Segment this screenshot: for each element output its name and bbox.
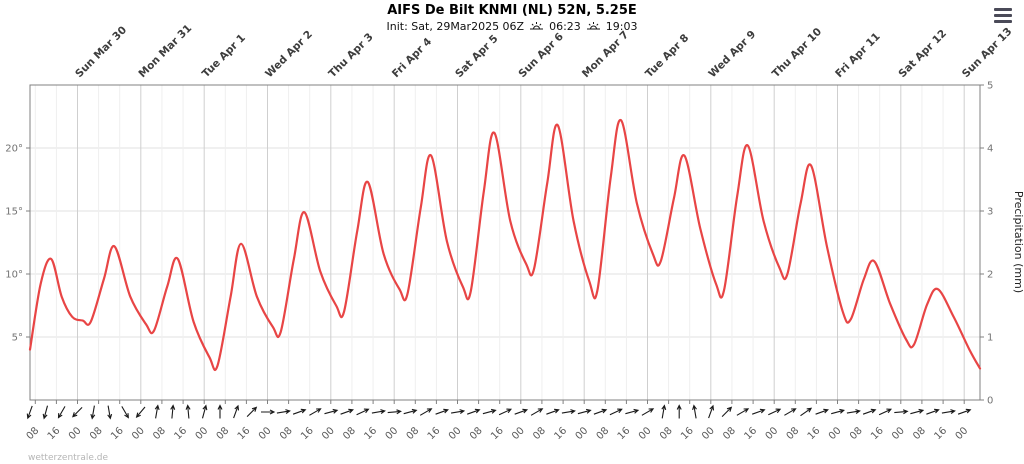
svg-text:16: 16 (742, 425, 759, 442)
menu-icon[interactable] (994, 8, 1012, 26)
watermark: wetterzentrale.de (28, 453, 109, 463)
svg-text:00: 00 (954, 425, 971, 442)
svg-text:00: 00 (447, 425, 464, 442)
svg-text:00: 00 (130, 425, 147, 442)
svg-text:15°: 15° (5, 207, 23, 218)
svg-text:5: 5 (987, 81, 993, 92)
svg-text:1: 1 (987, 333, 993, 344)
svg-text:10°: 10° (5, 270, 23, 281)
svg-text:Sat Apr 12: Sat Apr 12 (896, 27, 949, 80)
svg-text:Fri Apr 11: Fri Apr 11 (833, 31, 883, 81)
svg-text:08: 08 (911, 425, 928, 442)
svg-text:Sat Apr 5: Sat Apr 5 (453, 33, 500, 80)
plot-border (29, 84, 981, 401)
temp-axis-labels: 5° 10° 15° 20° (5, 144, 30, 344)
svg-text:00: 00 (637, 425, 654, 442)
svg-text:08: 08 (88, 425, 105, 442)
svg-text:08: 08 (405, 425, 422, 442)
svg-text:16: 16 (172, 425, 189, 442)
svg-text:00: 00 (574, 425, 591, 442)
svg-text:08: 08 (595, 425, 612, 442)
svg-text:08: 08 (215, 425, 232, 442)
svg-text:Mon Mar 31: Mon Mar 31 (136, 22, 194, 80)
svg-text:Mon Apr 7: Mon Apr 7 (580, 29, 631, 80)
svg-text:00: 00 (67, 425, 84, 442)
svg-text:00: 00 (890, 425, 907, 442)
svg-text:Sun Apr 6: Sun Apr 6 (516, 31, 565, 80)
svg-text:08: 08 (468, 425, 485, 442)
svg-text:00: 00 (700, 425, 717, 442)
svg-text:16: 16 (426, 425, 443, 442)
svg-text:Sun Apr 13: Sun Apr 13 (960, 25, 1015, 80)
day-labels: Sun Mar 30 Mon Mar 31 Tue Apr 1 Wed Apr 2 Th… (73, 22, 1014, 80)
svg-text:00: 00 (764, 425, 781, 442)
svg-text:00: 00 (510, 425, 527, 442)
svg-text:16: 16 (299, 425, 316, 442)
svg-text:2: 2 (987, 270, 993, 281)
svg-text:08: 08 (721, 425, 738, 442)
svg-text:08: 08 (848, 425, 865, 442)
svg-text:08: 08 (658, 425, 675, 442)
svg-text:16: 16 (932, 425, 949, 442)
svg-text:3: 3 (987, 207, 993, 218)
svg-text:00: 00 (827, 425, 844, 442)
svg-text:16: 16 (806, 425, 823, 442)
svg-text:0: 0 (987, 396, 993, 407)
svg-text:Thu Apr 3: Thu Apr 3 (326, 31, 375, 80)
svg-text:00: 00 (320, 425, 337, 442)
gridlines (30, 85, 980, 400)
svg-text:Tue Apr 1: Tue Apr 1 (200, 32, 248, 80)
svg-text:08: 08 (531, 425, 548, 442)
hour-labels: 08 16 00 08 16 00 08 16 00 08 16 00 08 16 00 08 16 00 08 16… (25, 425, 971, 442)
svg-text:08: 08 (785, 425, 802, 442)
svg-text:16: 16 (679, 425, 696, 442)
wind-arrows (26, 404, 972, 420)
svg-text:Fri Apr 4: Fri Apr 4 (390, 36, 434, 80)
svg-text:08: 08 (25, 425, 42, 442)
svg-text:00: 00 (194, 425, 211, 442)
svg-text:16: 16 (109, 425, 126, 442)
svg-text:16: 16 (552, 425, 569, 442)
precip-axis-title: Precipitation (mm) (1012, 191, 1024, 293)
svg-text:16: 16 (869, 425, 886, 442)
svg-text:20°: 20° (5, 144, 23, 155)
axis-ticks (34, 400, 965, 404)
svg-text:16: 16 (236, 425, 253, 442)
svg-text:16: 16 (46, 425, 63, 442)
temperature-line (28, 119, 982, 372)
svg-text:16: 16 (616, 425, 633, 442)
svg-text:00: 00 (257, 425, 274, 442)
svg-text:Sun Mar 30: Sun Mar 30 (73, 24, 129, 80)
svg-text:Wed Apr 9: Wed Apr 9 (706, 28, 758, 80)
svg-text:08: 08 (278, 425, 295, 442)
svg-text:16: 16 (362, 425, 379, 442)
svg-text:Wed Apr 2: Wed Apr 2 (263, 28, 315, 80)
svg-text:4: 4 (987, 144, 993, 155)
svg-text:Thu Apr 10: Thu Apr 10 (770, 26, 824, 80)
svg-text:Tue Apr 8: Tue Apr 8 (643, 32, 691, 80)
svg-text:16: 16 (489, 425, 506, 442)
svg-text:00: 00 (384, 425, 401, 442)
svg-text:5°: 5° (12, 333, 23, 344)
svg-text:08: 08 (151, 425, 168, 442)
svg-text:08: 08 (341, 425, 358, 442)
precip-axis-labels: 0 1 2 3 4 5 (980, 81, 993, 407)
